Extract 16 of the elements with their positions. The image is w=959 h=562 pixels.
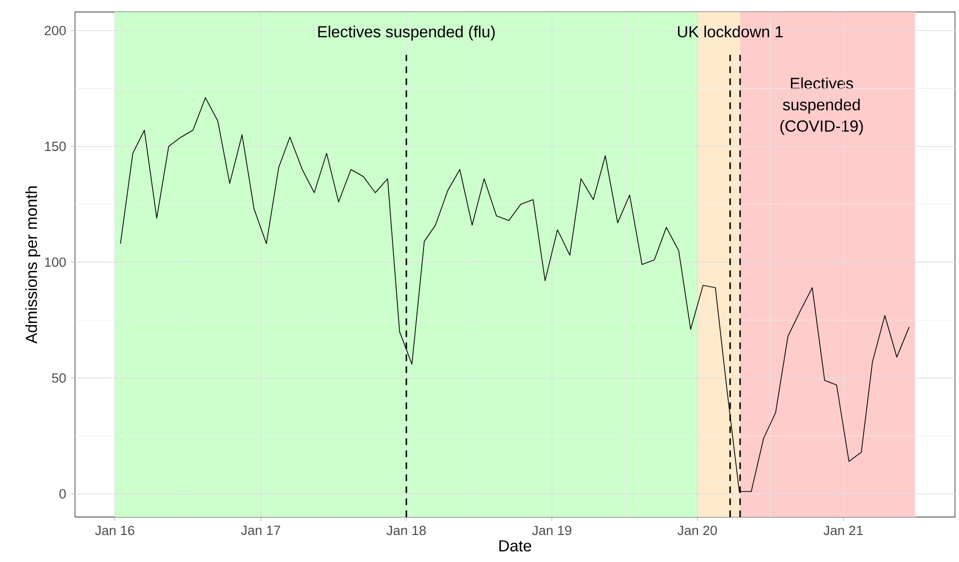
y-tick-label: 0 xyxy=(59,489,66,499)
y-tick-label: 50 xyxy=(52,373,66,383)
y-tick-label: 100 xyxy=(45,257,66,267)
x-tick-label: Jan 18 xyxy=(386,526,426,536)
ref-line-label: Electives suspended (flu) xyxy=(318,26,495,41)
y-axis-title: Admissions per month xyxy=(25,186,40,344)
y-tick-label: 150 xyxy=(45,142,66,152)
band-label: Electives suspended (COVID-19) xyxy=(780,77,863,135)
x-axis-title: Date xyxy=(499,540,532,552)
ref-line-label: UK lockdown 1 xyxy=(678,26,783,38)
x-tick-label: Jan 20 xyxy=(678,526,717,536)
x-tick-label: Jan 21 xyxy=(824,526,863,536)
x-tick-label: Jan 16 xyxy=(95,526,134,536)
y-tick-label: 200 xyxy=(44,26,66,36)
x-tick-label: Jan 17 xyxy=(241,526,280,536)
x-tick-label: Jan 19 xyxy=(532,526,572,536)
